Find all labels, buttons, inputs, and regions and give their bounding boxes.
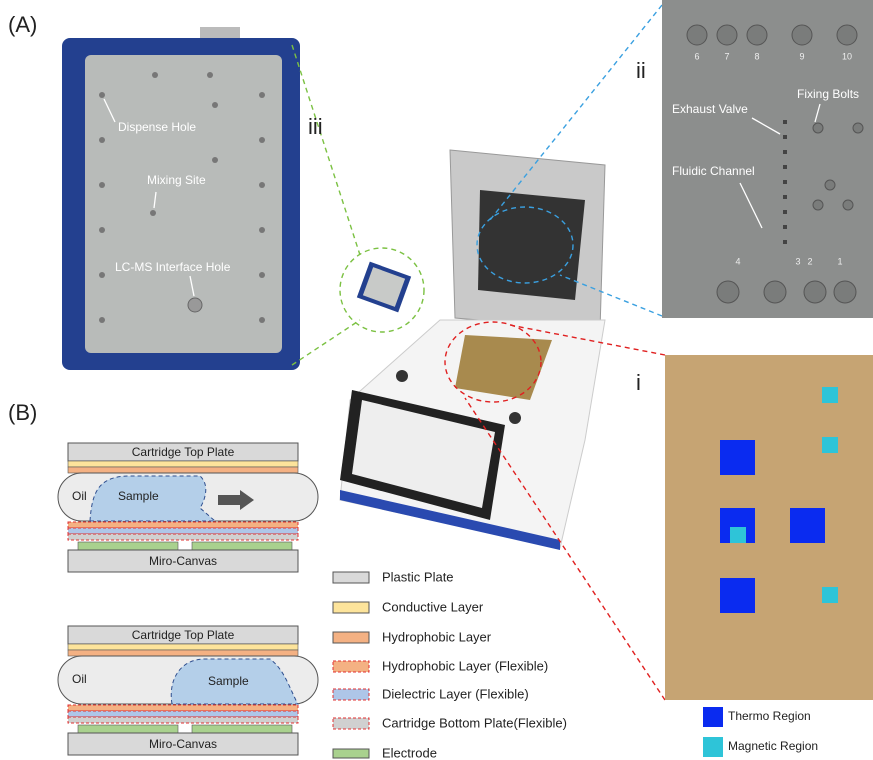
closeup <box>662 0 873 318</box>
schematic <box>57 442 319 573</box>
base-label: Miro-Canvas <box>149 554 217 568</box>
zoom-lines <box>476 4 663 317</box>
port-label: 6 <box>694 51 699 61</box>
panel-label: i <box>636 370 641 395</box>
port-label: 10 <box>842 51 852 61</box>
holes <box>99 72 265 323</box>
sample-label: Sample <box>208 674 249 688</box>
sample-label: Sample <box>118 489 159 503</box>
legend-swatch <box>703 737 723 757</box>
port-label: 9 <box>799 51 804 61</box>
annotation: Fixing Bolts <box>797 87 859 101</box>
legend-label: Hydrophobic Layer (Flexible) <box>382 658 548 673</box>
arrows <box>103 98 195 297</box>
magnetic-regions <box>730 387 838 603</box>
annotation: Dispense Hole <box>118 120 196 134</box>
legend-label: Cartridge Bottom Plate(Flexible) <box>382 715 567 730</box>
port-label: 1 <box>837 256 842 266</box>
oil-label: Oil <box>72 672 87 686</box>
annotation: Fluidic Channel <box>672 164 755 178</box>
port-label: 8 <box>754 51 759 61</box>
panel-label: (B) <box>8 400 37 425</box>
plate-label: Cartridge Top Plate <box>132 628 235 642</box>
ports <box>686 24 864 304</box>
legend-label: Electrode <box>382 745 437 760</box>
legend-label: Dielectric Layer (Flexible) <box>382 686 529 701</box>
panel-label: iii <box>308 114 323 139</box>
legend-label: Thermo Region <box>728 709 811 723</box>
port-label: 2 <box>807 256 812 266</box>
panel-label: ii <box>636 58 646 83</box>
electrode-dots <box>783 120 787 244</box>
base-strip <box>340 490 560 550</box>
lid-window <box>478 190 585 300</box>
legend-label: Hydrophobic Layer <box>382 629 492 644</box>
cartridge-mini-plate <box>362 267 406 307</box>
legend-label: Conductive Layer <box>382 599 484 614</box>
zoom-lines <box>444 321 666 701</box>
screen-display <box>352 400 495 508</box>
legend-label: Plastic Plate <box>382 569 454 584</box>
thermo-regions <box>720 440 825 613</box>
port-label: 7 <box>724 51 729 61</box>
oil-label: Oil <box>72 489 87 503</box>
legend-label: Magnetic Region <box>728 739 818 753</box>
base-label: Miro-Canvas <box>149 737 217 751</box>
tab <box>200 27 240 41</box>
annotation: Exhaust Valve <box>672 102 748 116</box>
zoom-lines <box>291 44 425 366</box>
legend-swatch <box>703 707 723 727</box>
plate-label: Cartridge Top Plate <box>132 445 235 459</box>
annotation: Mixing Site <box>147 173 206 187</box>
annotation: LC-MS Interface Hole <box>115 260 231 274</box>
port-label: 4 <box>735 256 740 266</box>
panel-label: (A) <box>8 12 37 37</box>
schematic <box>57 625 319 756</box>
cartridge-plate <box>85 55 282 353</box>
layer-legend <box>332 571 370 759</box>
arrows <box>739 103 821 229</box>
chip <box>455 335 552 400</box>
port-label: 3 <box>795 256 800 266</box>
electrode-array <box>665 355 873 700</box>
